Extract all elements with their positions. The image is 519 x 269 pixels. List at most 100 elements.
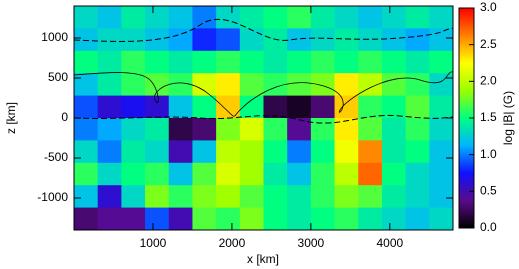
heatmap-cell: [310, 162, 336, 186]
heatmap-cell: [405, 73, 430, 97]
colorbar-tick-label: 2.0: [480, 74, 497, 88]
y-axis-label: z [km]: [4, 102, 18, 134]
heatmap-cell: [263, 207, 288, 231]
heatmap-cell: [216, 28, 241, 52]
colorbar-tick-label: 3.0: [480, 0, 497, 14]
heatmap-cell: [429, 50, 454, 74]
heatmap-cell: [287, 162, 312, 186]
colorbar-tick-label: 2.5: [480, 37, 497, 51]
heatmap-cell: [334, 118, 359, 141]
heatmap-cell: [358, 50, 383, 74]
heatmap-cell: [334, 28, 359, 52]
heatmap-cell: [239, 162, 264, 186]
heatmap-cell: [381, 185, 407, 209]
heatmap-cell: [216, 207, 241, 231]
heatmap-cell: [310, 95, 336, 119]
heatmap-cell: [334, 207, 359, 231]
heatmap-cell: [168, 6, 193, 29]
colorbar-tick-label: 1.5: [480, 110, 497, 124]
heatmap-cell: [216, 185, 241, 209]
heatmap-cell: [74, 118, 99, 141]
heatmap-cell: [121, 28, 146, 52]
heatmap-cell: [74, 140, 99, 164]
heatmap-cell: [429, 185, 454, 209]
x-axis-label: x [km]: [247, 252, 279, 266]
heatmap-cell: [145, 140, 170, 164]
heatmap-cell: [239, 207, 264, 231]
x-tick-label: 1000: [140, 236, 167, 250]
heatmap-cell: [287, 140, 312, 164]
heatmap-cell: [121, 207, 146, 231]
heatmap-cell: [310, 118, 336, 141]
heatmap-cell: [97, 28, 122, 52]
heatmap-cell: [287, 207, 312, 231]
heatmap-cell: [310, 73, 336, 97]
heatmap-cell: [358, 185, 383, 209]
heatmap-cell: [263, 140, 288, 164]
heatmap-cell: [121, 185, 146, 209]
heatmap-cell: [216, 6, 241, 29]
heatmap-cell: [239, 118, 264, 141]
heatmap-cell: [74, 73, 99, 97]
heatmap-cell: [334, 162, 359, 186]
heatmap-cell: [287, 28, 312, 52]
heatmap-cell: [358, 140, 383, 164]
heatmap-cell: [145, 162, 170, 186]
heatmap-cell: [334, 73, 359, 97]
heatmap-cell: [168, 207, 193, 231]
heatmap-cell: [334, 140, 359, 164]
contour: [73, 18, 454, 42]
heatmap-cell: [263, 118, 288, 141]
heatmap-cell: [121, 73, 146, 97]
heatmap-cell: [192, 28, 217, 52]
heatmap-cell: [74, 95, 99, 119]
heatmap-cell: [287, 6, 312, 29]
heatmap-cell: [145, 6, 170, 29]
heatmap-cell: [74, 50, 99, 74]
heatmap-cell: [192, 73, 217, 97]
heatmap-cell: [381, 118, 407, 141]
heatmap-cell: [192, 162, 217, 186]
x-tick-label: 2000: [219, 236, 246, 250]
heatmap-cell: [216, 162, 241, 186]
heatmap-cell: [358, 162, 383, 186]
y-tick-label: 1000: [41, 30, 68, 44]
heatmap-cell: [168, 95, 193, 119]
heatmap-cell: [97, 207, 122, 231]
heatmap-cell: [263, 162, 288, 186]
heatmap-cell: [429, 140, 454, 164]
heatmap-cell: [405, 6, 430, 29]
colorbar-tick-label: 0.5: [480, 184, 497, 198]
heatmap-cell: [97, 162, 122, 186]
heatmap-cell: [74, 185, 99, 209]
heatmap-cell: [334, 95, 359, 119]
y-tick-label: 500: [48, 70, 68, 84]
heatmap-cell: [168, 28, 193, 52]
x-tick-label: 3000: [298, 236, 325, 250]
heatmap-cell: [145, 118, 170, 141]
heatmap-cell: [97, 73, 122, 97]
heatmap-cell: [168, 185, 193, 209]
heatmap-cell: [192, 118, 217, 141]
heatmap-cell: [358, 28, 383, 52]
heatmap-cell: [168, 118, 193, 141]
heatmap-cell: [121, 50, 146, 74]
heatmap-cell: [334, 185, 359, 209]
heatmap-cell: [405, 50, 430, 74]
x-tick-label: 4000: [376, 236, 403, 250]
heatmap-cell: [216, 140, 241, 164]
heatmap-cell: [263, 6, 288, 29]
heatmap-cell: [287, 95, 312, 119]
heatmap-cell: [121, 140, 146, 164]
heatmap-cell: [287, 185, 312, 209]
heatmap-cell: [239, 50, 264, 74]
contour: [73, 114, 454, 124]
heatmap-cell: [381, 95, 407, 119]
heatmap-cell: [216, 118, 241, 141]
heatmap-cell: [168, 140, 193, 164]
heatmap-cell: [405, 140, 430, 164]
heatmap-cell: [263, 50, 288, 74]
heatmap-cell: [145, 73, 170, 97]
heatmap-cell: [239, 185, 264, 209]
heatmap-cell: [192, 50, 217, 74]
